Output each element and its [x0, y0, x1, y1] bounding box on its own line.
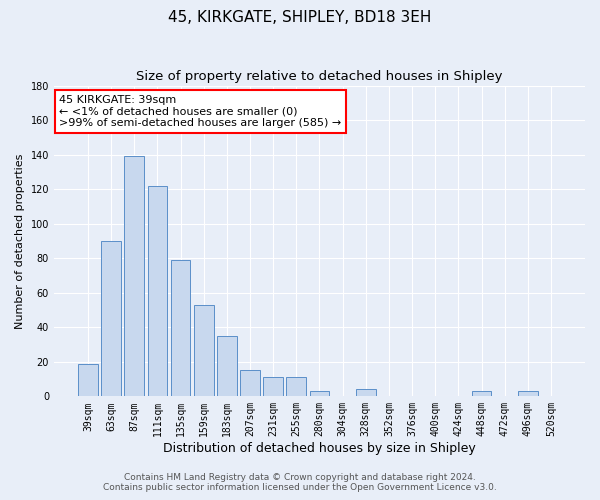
Bar	[518, 391, 538, 396]
Text: Contains HM Land Registry data © Crown copyright and database right 2024.
Contai: Contains HM Land Registry data © Crown c…	[103, 473, 497, 492]
Bar	[170, 260, 190, 396]
Title: Size of property relative to detached houses in Shipley: Size of property relative to detached ho…	[136, 70, 503, 83]
Bar	[101, 241, 121, 396]
Bar	[148, 186, 167, 396]
Bar	[356, 390, 376, 396]
X-axis label: Distribution of detached houses by size in Shipley: Distribution of detached houses by size …	[163, 442, 476, 455]
Text: 45 KIRKGATE: 39sqm
← <1% of detached houses are smaller (0)
>99% of semi-detache: 45 KIRKGATE: 39sqm ← <1% of detached hou…	[59, 95, 341, 128]
Bar	[240, 370, 260, 396]
Bar	[263, 378, 283, 396]
Bar	[78, 364, 98, 396]
Bar	[310, 391, 329, 396]
Bar	[286, 378, 306, 396]
Bar	[124, 156, 144, 396]
Bar	[472, 391, 491, 396]
Y-axis label: Number of detached properties: Number of detached properties	[15, 154, 25, 328]
Bar	[217, 336, 236, 396]
Bar	[194, 305, 214, 396]
Text: 45, KIRKGATE, SHIPLEY, BD18 3EH: 45, KIRKGATE, SHIPLEY, BD18 3EH	[169, 10, 431, 25]
